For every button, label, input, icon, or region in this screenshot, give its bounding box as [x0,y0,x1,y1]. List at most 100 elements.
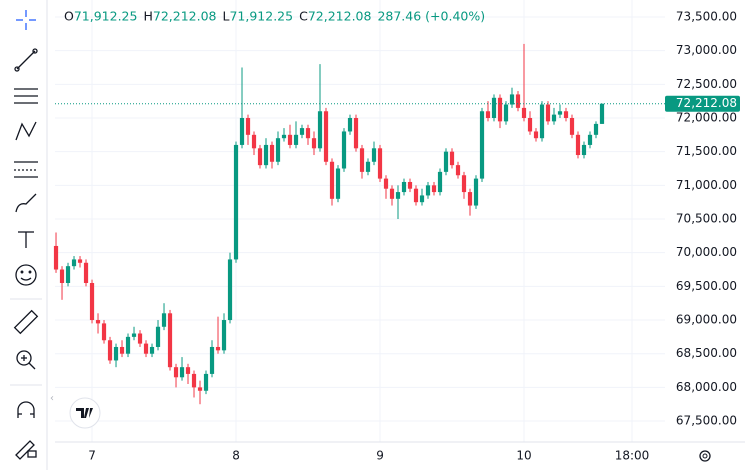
candle-body [101,323,107,341]
pattern-tool[interactable] [15,121,37,141]
candle-body [125,336,131,354]
x-tick-label: 9 [376,449,384,463]
y-tick-label: 68,500.00 [676,346,737,360]
candle-body [245,117,251,135]
ohlc-value: 72,212.08 [308,9,372,24]
y-tick-label: 68,000.00 [676,380,737,394]
trend-line-tool[interactable] [14,48,38,72]
ruler-tool[interactable] [13,309,39,335]
candle-body [371,148,377,162]
candle-body [395,192,401,199]
candle-body [575,134,581,156]
candle-body [341,131,347,169]
candle-body [215,346,221,351]
settings-icon[interactable] [699,450,711,462]
last-price-tag [665,95,740,112]
forecast-tool[interactable] [14,161,38,178]
candle-body [347,117,353,132]
y-tick-label: 67,500.00 [676,414,737,428]
y-tick-label: 71,000.00 [676,178,737,192]
candle-body [197,387,203,391]
candle-body [287,134,293,145]
candle-body [437,171,443,193]
ohlc-value: 71,912.25 [229,9,293,24]
candle-body [137,333,143,344]
y-tick-label: 71,500.00 [676,144,737,158]
y-tick-label: 73,500.00 [676,9,737,23]
candle-body [191,373,197,388]
candle-body [65,266,71,283]
y-tick-label: 69,500.00 [676,279,737,293]
candle-body [113,346,119,361]
candle-body [353,117,359,149]
candle-body [251,134,257,149]
candle-body [359,148,365,172]
candle-body [317,111,323,149]
lock-drawings-tool[interactable] [15,440,37,460]
candle-body [383,178,389,189]
fib-tool[interactable] [14,88,38,104]
candle-body [545,104,551,122]
text-tool[interactable] [18,231,34,248]
candle-body [275,138,281,162]
zoom-tool[interactable] [16,350,36,370]
last-price-label: 72,212.08 [676,96,737,110]
candle-body [461,175,467,193]
candle-body [599,103,605,124]
candle-body [305,128,311,139]
candle-body [263,144,269,166]
candle-body [221,320,227,351]
candle-body [179,367,185,378]
candle-body [581,144,587,156]
icon-tool[interactable] [15,264,37,286]
candle-body [83,262,89,283]
candle-body [563,111,569,118]
candle-body [377,148,383,179]
tv-logo [69,397,101,429]
candle-body [497,97,503,122]
grid [55,0,665,442]
candle-body [233,144,239,260]
candle-body [299,128,305,135]
candle-body [539,104,545,139]
ohlc-label: C [299,9,308,24]
candle-body [155,326,161,347]
candle-body [587,134,593,145]
candle-body [335,168,341,199]
candle-body [329,161,335,199]
candle-body [203,373,209,391]
ohlc-header: O 71,912.25 H 72,212.08 L 71,912.25 C 72,212.08… [64,9,485,24]
candle-body [269,144,275,162]
candle-body [59,269,65,283]
y-tick-label: 72,000.00 [676,110,737,124]
x-tick-label: 18:00 [615,449,650,463]
candle-body [107,340,113,361]
candle-body [479,111,485,179]
candle-body [413,188,419,203]
candles [53,43,665,405]
candle-body [407,181,413,189]
candle-body [557,111,563,115]
candle-body [257,148,263,166]
candle-body [209,346,215,374]
collapse-toggle[interactable]: ‹ [50,393,54,404]
candle-body [131,333,137,337]
brush-tool[interactable] [15,193,37,213]
crosshair-tool[interactable] [16,10,36,30]
y-tick-label: 70,000.00 [676,245,737,259]
x-tick-label: 7 [88,449,96,463]
candle-body [95,320,101,324]
candle-body [491,97,497,118]
candle-body [89,282,95,321]
candle-body [455,165,461,176]
x-tick-label: 10 [516,449,531,463]
ohlc-value: 72,212.08 [153,9,217,24]
candle-body [485,111,491,118]
candle-body [161,313,167,327]
candle-body [389,188,395,199]
candle-body [449,151,455,166]
candle-body [293,134,299,145]
magnet-tool[interactable] [17,401,35,418]
ohlc-label: O [64,9,74,24]
